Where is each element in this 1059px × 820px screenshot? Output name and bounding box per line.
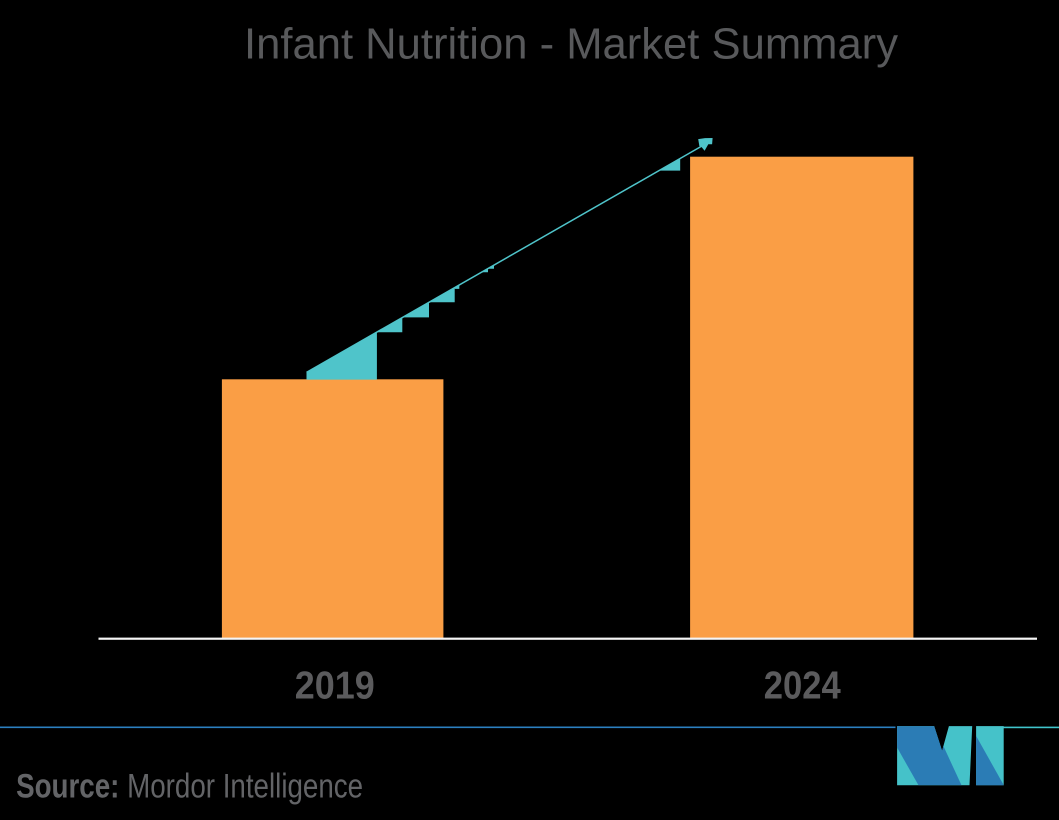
svg-text:Source: Mordor Intelligence: Source: Mordor Intelligence [16, 767, 363, 805]
svg-text:Infant Nutrition - Market Summ: Infant Nutrition - Market Summary [244, 21, 898, 69]
svg-text:2019: 2019 [295, 665, 375, 708]
svg-text:2024: 2024 [764, 665, 842, 708]
